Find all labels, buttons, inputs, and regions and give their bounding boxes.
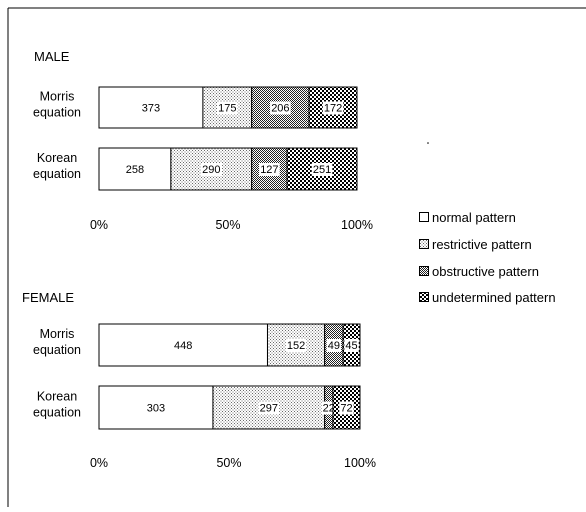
chart-groups: MALE Morris equation 373 175 206 172 Korean equa…: [22, 49, 376, 470]
value-label-bg: [311, 163, 333, 176]
value-label: 206: [271, 103, 289, 115]
value-label-bg: [200, 163, 222, 176]
value-label-bg: [259, 163, 280, 176]
legend-swatch: [419, 266, 429, 276]
x-tick-label: 0%: [90, 218, 108, 232]
value-label: 290: [202, 164, 220, 176]
group-title: MALE: [34, 49, 70, 64]
x-tick-label: 50%: [216, 456, 241, 470]
legend-swatch: [419, 292, 429, 302]
bar-morris-equation: Morris equation 448 152 49 45: [33, 323, 361, 367]
value-label: 258: [126, 164, 144, 176]
value-label: 49: [328, 340, 340, 352]
value-label-bg: [322, 101, 344, 115]
x-tick-label: 0%: [90, 456, 108, 470]
bar-morris-equation: Morris equation 373 175 206 172: [33, 86, 358, 129]
value-label: 22: [323, 403, 335, 415]
segment-normal-pattern: [98, 147, 172, 191]
row-label: equation: [33, 406, 81, 420]
stray-dot: [427, 142, 429, 144]
legend-swatch: [419, 239, 429, 249]
value-label: 127: [260, 164, 278, 176]
value-label: 45: [345, 340, 357, 352]
legend-label: undetermined pattern: [432, 290, 556, 305]
value-label: 72: [340, 403, 352, 415]
x-tick-label: 100%: [344, 456, 376, 470]
row-label: equation: [33, 343, 81, 357]
value-label-bg: [217, 101, 238, 115]
value-label: 152: [287, 340, 305, 352]
group-title: FEMALE: [22, 290, 74, 305]
row-label: equation: [33, 167, 81, 181]
value-label-bg: [321, 401, 336, 415]
row-label: Morris: [40, 90, 75, 104]
row-label: Korean: [37, 151, 77, 165]
value-label-bg: [258, 401, 280, 415]
value-label: 297: [260, 403, 278, 415]
legend-item-obstructive-pattern: obstructive pattern: [419, 264, 539, 279]
value-label: 172: [324, 103, 342, 115]
bar-korean-equation: Korean equation 303 297 22 72: [33, 385, 361, 430]
legend-swatch: [419, 212, 429, 222]
value-label-bg: [339, 401, 354, 415]
value-label: 251: [313, 164, 331, 176]
legend-item-restrictive-pattern: restrictive pattern: [419, 237, 532, 252]
legend-item-undetermined-pattern: undetermined pattern: [419, 290, 556, 305]
row-label: Korean: [37, 390, 77, 404]
x-tick-label: 100%: [341, 218, 373, 232]
value-label-bg: [285, 339, 307, 352]
legend-label: normal pattern: [432, 210, 516, 225]
row-label: Morris: [40, 327, 75, 341]
legend-item-normal-pattern: normal pattern: [419, 210, 516, 225]
segment-normal-pattern: [98, 323, 268, 367]
group-male: MALE Morris equation 373 175 206 172 Korean equa…: [33, 49, 373, 232]
x-tick-label: 50%: [215, 218, 240, 232]
segment-normal-pattern: [98, 385, 214, 430]
bar-korean-equation: Korean equation 258 290 127 251: [33, 147, 358, 191]
value-label-bg: [326, 339, 342, 352]
legend-label: obstructive pattern: [432, 264, 539, 279]
row-label: equation: [33, 106, 81, 120]
segment-normal-pattern: [98, 86, 204, 129]
legend: normal pattern restrictive pattern obstruc…: [419, 210, 556, 305]
value-label: 303: [147, 403, 165, 415]
legend-label: restrictive pattern: [432, 237, 532, 252]
value-label: 448: [174, 340, 192, 352]
value-label: 373: [142, 103, 160, 115]
group-female: FEMALE Morris equation 448 152 49 45 Korean equa…: [22, 290, 376, 470]
value-label: 175: [218, 103, 236, 115]
value-label-bg: [270, 101, 291, 115]
value-label-bg: [344, 339, 359, 352]
